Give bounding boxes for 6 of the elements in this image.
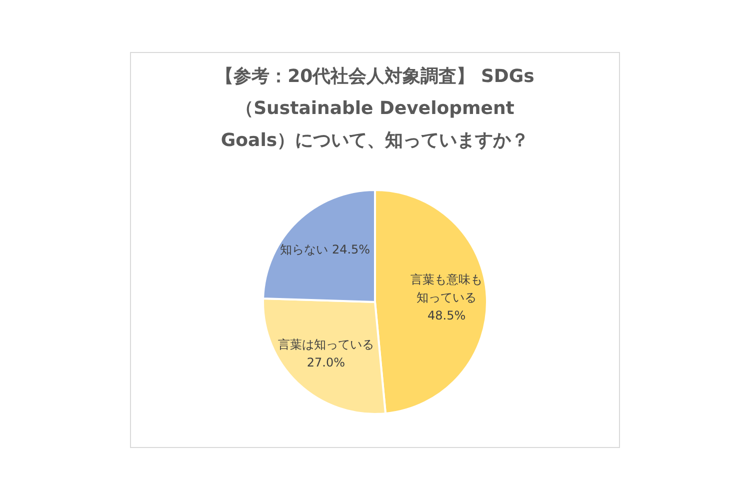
slice-label: 知らない 24.5% [280, 242, 370, 257]
chart-title: 【参考：20代社会人対象調査】 SDGs（Sustainable Development Goals）について、知っていますか？ [214, 65, 536, 153]
data-label: 48.5% [428, 308, 466, 323]
slice-label: 言葉も意味も知っている [410, 272, 483, 305]
data-label: 27.0% [306, 355, 345, 370]
slice-label: 言葉は知っている [278, 337, 374, 352]
